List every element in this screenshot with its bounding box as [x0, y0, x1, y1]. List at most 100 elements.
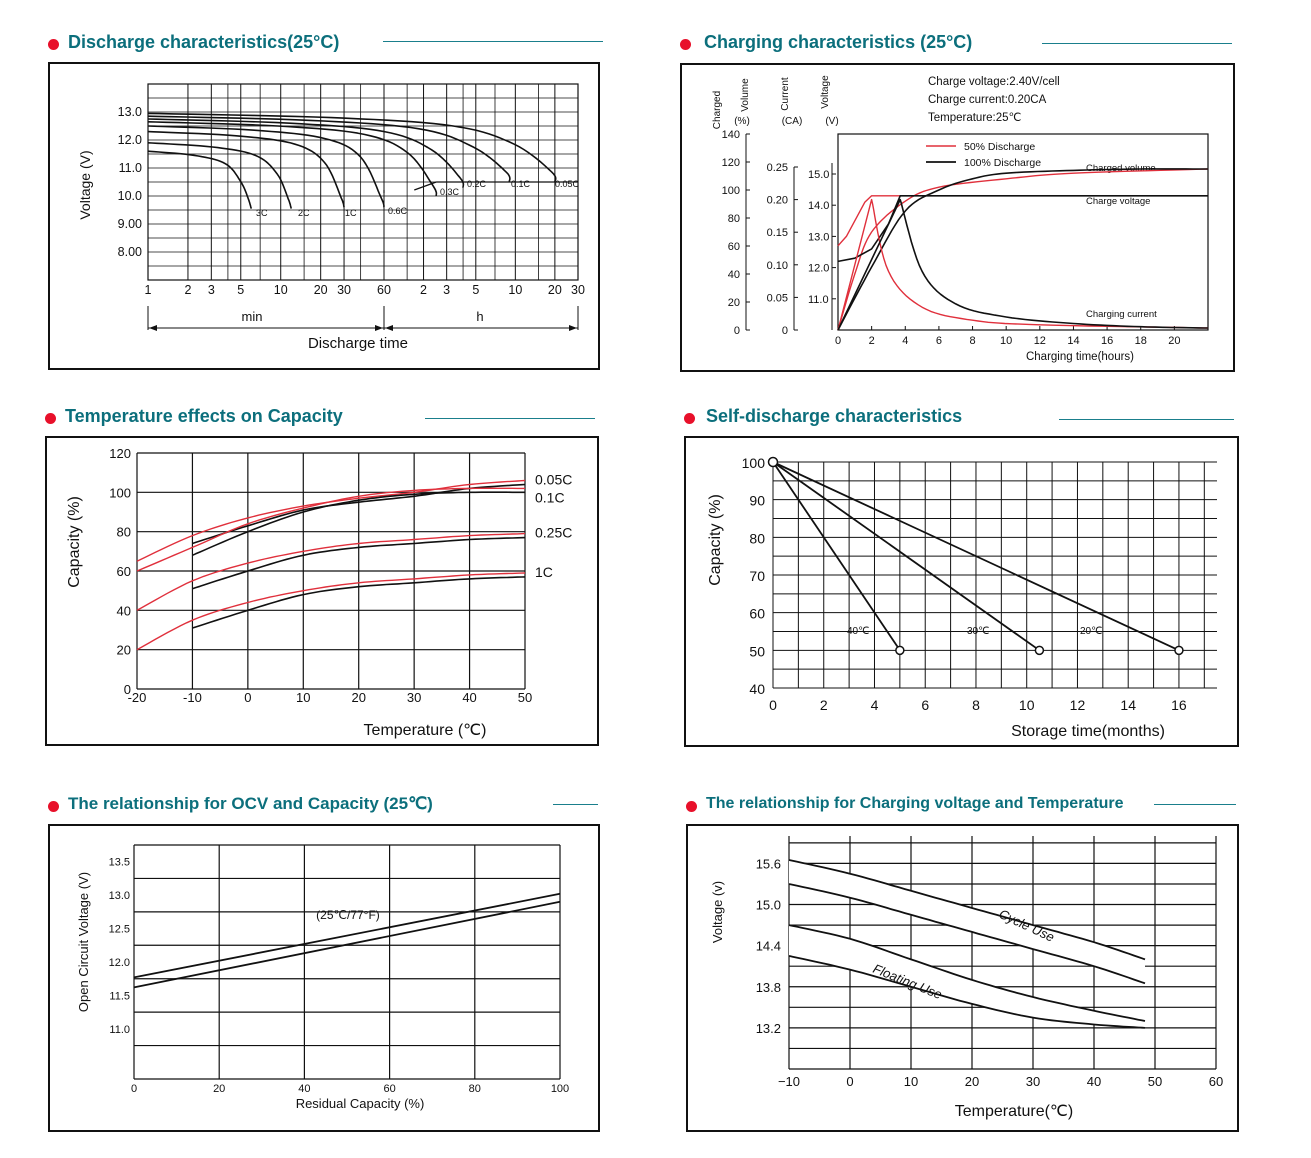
title-text: Discharge characteristics(25°C): [68, 32, 340, 52]
x-tick-label: 10: [1019, 697, 1035, 713]
y-tick-label: 12.0: [118, 133, 142, 147]
panel-title-charging: Charging characteristics (25°C): [680, 30, 1240, 60]
voltage-tick-label: 12.0: [808, 263, 829, 275]
x-tick-label: 6: [921, 697, 929, 713]
voltage-tick-label: 13.0: [808, 231, 829, 243]
y-axis-label: Capacity (%): [707, 494, 724, 586]
series-100-voltage: [837, 195, 1208, 263]
series-label-0.05C: 0.05C: [535, 472, 572, 488]
unit-min-label: min: [242, 309, 263, 324]
y-tick-label: 13.2: [756, 1021, 781, 1036]
x-tick-label: 20: [213, 1083, 225, 1095]
x-tick-label: −10: [778, 1074, 800, 1089]
x-tick-label: 60: [383, 1083, 395, 1095]
y-tick-label: 9.00: [118, 217, 142, 231]
x-tick-label: 10: [1000, 335, 1012, 347]
current-tick-label: 0.10: [767, 260, 788, 272]
x-tick-label: 12: [1070, 697, 1086, 713]
bullet-dot-icon: [680, 39, 691, 50]
x-tick-label: 3: [443, 283, 450, 297]
discharge-curve-2C: [147, 142, 292, 209]
x-tick-label: 16: [1171, 697, 1187, 713]
y-tick-label: 10.0: [118, 189, 142, 203]
x-tick-label: 50: [518, 690, 532, 705]
selfdischarge-line-30℃: [772, 461, 1040, 652]
chargevoltage-chart: −10 0 10 20 30 40 50 60 15.6 15.0 14.4 13.8 13.2 Volt…: [710, 836, 1223, 1120]
x-tick-label: 20: [965, 1074, 979, 1089]
end-marker: [895, 645, 905, 656]
title-text: The relationship for OCV and Capacity (2…: [68, 794, 433, 813]
note-line: Charge voltage:2.40V/cell: [928, 76, 1060, 88]
curve-label-0.05C: 0.05C: [555, 179, 580, 189]
axis-head-voltage: Voltage: [820, 75, 831, 109]
y-tick-label: 60: [749, 606, 765, 622]
y-tick-label: 15.0: [756, 898, 781, 913]
panel-title-selfdischarge: Self-discharge characteristics: [684, 404, 1244, 434]
capacity-curve-red-0.1C: [136, 487, 525, 572]
axis-head-current: Current: [780, 77, 791, 111]
y-tick-label: 11.0: [109, 1024, 130, 1036]
x-tick-label: 40: [462, 690, 476, 705]
volume-tick-label: 120: [722, 157, 740, 169]
y-tick-label: 12.0: [109, 957, 130, 969]
y-tick-label: 120: [109, 446, 131, 461]
discharge-chart: 13.0 12.0 11.0 10.0 9.00 8.00 1 2 3 5 10 20 30 60 2 3 5 1…: [77, 83, 585, 352]
title-underline: [1059, 419, 1234, 420]
x-tick-label: 2: [420, 283, 427, 297]
chart-frame: [48, 62, 600, 370]
note-line: Charge current:0.20CA: [928, 94, 1047, 106]
y-tick-label: 13.0: [118, 105, 142, 119]
y-tick-label: 0: [124, 682, 131, 697]
series-label-0.25C: 0.25C: [535, 525, 572, 541]
x-tick-label: 40: [1087, 1074, 1101, 1089]
x-tick-label: 20: [314, 283, 328, 297]
y-tick-label: 13.8: [756, 980, 781, 995]
x-axis-label: Charging time(hours): [1026, 351, 1134, 363]
x-axis-label: Storage time(months): [1011, 723, 1165, 740]
y-axis-label: Voltage (v): [710, 881, 725, 943]
current-tick-label: 0.25: [767, 162, 788, 174]
end-marker: [1174, 645, 1184, 656]
series-50-voltage: [837, 195, 1208, 247]
x-tick-label: 30: [571, 283, 585, 297]
x-tick-label: 60: [1209, 1074, 1223, 1089]
plot-area: [837, 133, 1209, 331]
y-tick-label: 50: [749, 643, 765, 659]
y-tick-label: 80: [117, 525, 131, 540]
volume-tick-label: 80: [728, 213, 740, 225]
panel-ocv: The relationship for OCV and Capacity (2…: [48, 792, 608, 1137]
band-upper-Floating Use: [788, 924, 1146, 1022]
x-axis-label: Residual Capacity (%): [296, 1096, 425, 1111]
bullet-dot-icon: [48, 39, 59, 50]
x-tick-label: 2: [184, 283, 191, 297]
y-tick-label: 13.5: [109, 857, 130, 869]
series-100-current: [837, 198, 1208, 331]
x-tick-label: 20: [1168, 335, 1180, 347]
x-tick-label: 14: [1120, 697, 1136, 713]
x-tick-label: 20: [351, 690, 365, 705]
y-tick-label: 20: [117, 643, 131, 658]
volume-tick-label: 100: [722, 185, 740, 197]
start-marker: [767, 456, 779, 468]
band-fill-Cycle Use: [789, 860, 1145, 984]
ocv-line-lower: [133, 900, 561, 989]
x-tick-label: 8: [969, 335, 975, 347]
band-upper-Cycle Use: [788, 859, 1146, 961]
title-text: Charging characteristics (25°C): [704, 32, 973, 52]
curve-label-voltage: Charge voltage: [1086, 196, 1150, 207]
axis-head-ca: (CA): [782, 116, 803, 127]
x-axis-label: Temperature(℃): [955, 1103, 1073, 1120]
discharge-curve-0.6C: [147, 125, 385, 208]
charging-chart: Charged Volume(%)Current(CA)Voltage(V)140…: [712, 75, 1209, 363]
volume-tick-label: 20: [728, 297, 740, 309]
y-tick-label: 14.4: [756, 939, 781, 954]
x-tick-label: 8: [972, 697, 980, 713]
panel-title-discharge: Discharge characteristics(25°C): [48, 30, 608, 60]
y-tick-label: 60: [117, 564, 131, 579]
panel-charging: Charging characteristics (25°C) Charged V…: [680, 30, 1240, 372]
legend-label-50: 50% Discharge: [964, 141, 1035, 153]
curve-label-3C: 3C: [256, 208, 268, 218]
y-axis-label: Voltage (V): [77, 150, 93, 219]
bullet-dot-icon: [48, 801, 59, 812]
title-underline: [553, 804, 598, 805]
